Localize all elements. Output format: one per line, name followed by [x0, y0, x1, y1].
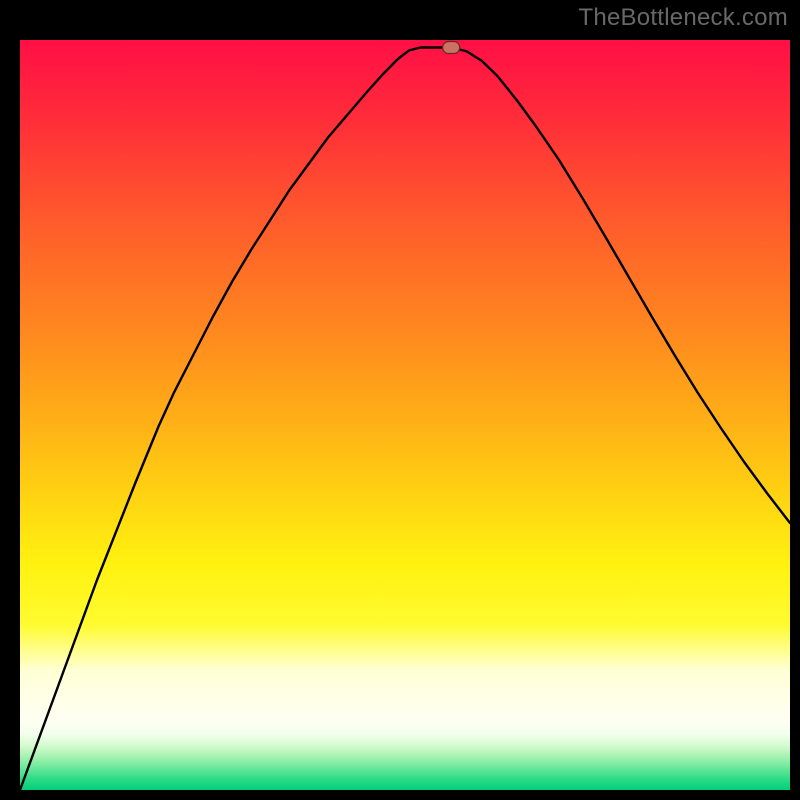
border-right [790, 0, 800, 800]
border-left [0, 0, 20, 800]
chart-svg [0, 0, 800, 800]
bottleneck-marker [443, 42, 460, 54]
plot-gradient-area [20, 40, 790, 790]
watermark: TheBottleneck.com [578, 4, 788, 32]
border-bottom [0, 790, 800, 800]
chart-root: TheBottleneck.com [0, 0, 800, 800]
